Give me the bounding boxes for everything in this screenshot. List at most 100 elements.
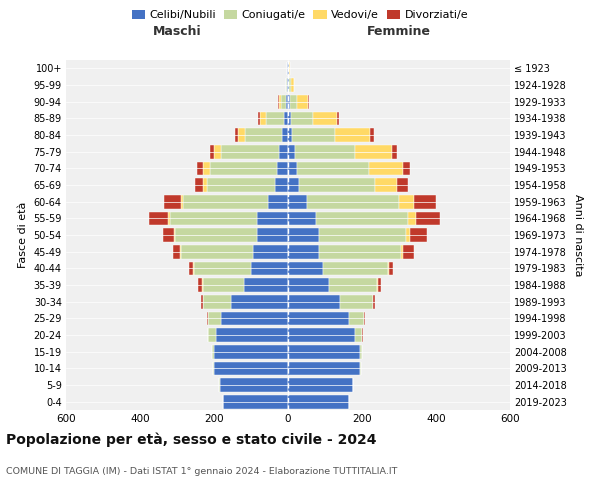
- Bar: [220, 378, 288, 392]
- Bar: [219, 378, 220, 392]
- Bar: [364, 312, 365, 325]
- Bar: [287, 62, 288, 75]
- Bar: [349, 312, 364, 325]
- Bar: [291, 78, 294, 92]
- Bar: [281, 95, 286, 108]
- Bar: [288, 312, 349, 325]
- Bar: [257, 212, 288, 225]
- Bar: [403, 162, 410, 175]
- Bar: [316, 212, 408, 225]
- Bar: [389, 262, 393, 275]
- Text: Popolazione per età, sesso e stato civile - 2024: Popolazione per età, sesso e stato civil…: [6, 432, 377, 447]
- Bar: [214, 145, 221, 158]
- Bar: [244, 278, 288, 292]
- Bar: [189, 262, 193, 275]
- Bar: [370, 128, 374, 142]
- Bar: [203, 295, 230, 308]
- Bar: [196, 178, 203, 192]
- Bar: [180, 245, 181, 258]
- Bar: [266, 112, 284, 125]
- Bar: [194, 262, 251, 275]
- Bar: [260, 112, 266, 125]
- Bar: [288, 262, 323, 275]
- Bar: [181, 195, 182, 208]
- Bar: [287, 78, 288, 92]
- Bar: [213, 362, 214, 375]
- Bar: [414, 195, 436, 208]
- Bar: [399, 195, 414, 208]
- Bar: [203, 178, 206, 192]
- Bar: [403, 245, 414, 258]
- Bar: [288, 162, 297, 175]
- Bar: [209, 145, 214, 158]
- Bar: [406, 228, 410, 242]
- Bar: [329, 278, 377, 292]
- Bar: [392, 145, 397, 158]
- Bar: [289, 78, 291, 92]
- Bar: [370, 162, 403, 175]
- Bar: [223, 395, 288, 408]
- Bar: [198, 278, 202, 292]
- Bar: [288, 178, 299, 192]
- Bar: [360, 345, 362, 358]
- Bar: [288, 195, 307, 208]
- Bar: [182, 195, 268, 208]
- Bar: [401, 245, 403, 258]
- Bar: [288, 62, 289, 75]
- Bar: [210, 162, 277, 175]
- Bar: [259, 112, 260, 125]
- Bar: [193, 262, 194, 275]
- Bar: [288, 395, 349, 408]
- Text: COMUNE DI TAGGIA (IM) - Dati ISTAT 1° gennaio 2024 - Elaborazione TUTTITALIA.IT: COMUNE DI TAGGIA (IM) - Dati ISTAT 1° ge…: [6, 468, 397, 476]
- Bar: [175, 228, 257, 242]
- Bar: [208, 328, 216, 342]
- Bar: [297, 162, 370, 175]
- Bar: [251, 262, 288, 275]
- Bar: [245, 128, 283, 142]
- Bar: [291, 112, 313, 125]
- Bar: [230, 295, 288, 308]
- Bar: [297, 95, 308, 108]
- Bar: [221, 312, 288, 325]
- Bar: [257, 228, 288, 242]
- Bar: [288, 245, 319, 258]
- Bar: [319, 228, 406, 242]
- Bar: [295, 145, 355, 158]
- Bar: [214, 362, 288, 375]
- Bar: [284, 112, 288, 125]
- Text: Maschi: Maschi: [152, 24, 202, 38]
- Bar: [279, 95, 281, 108]
- Bar: [288, 212, 316, 225]
- Bar: [202, 278, 203, 292]
- Bar: [288, 378, 353, 392]
- Bar: [268, 195, 288, 208]
- Bar: [216, 328, 288, 342]
- Bar: [377, 278, 381, 292]
- Bar: [288, 95, 290, 108]
- Bar: [288, 278, 329, 292]
- Bar: [197, 162, 203, 175]
- Y-axis label: Anni di nascita: Anni di nascita: [572, 194, 583, 276]
- Bar: [235, 128, 238, 142]
- Bar: [375, 178, 397, 192]
- Bar: [277, 162, 288, 175]
- Bar: [340, 295, 373, 308]
- Bar: [308, 95, 309, 108]
- Bar: [238, 128, 245, 142]
- Legend: Celibi/Nubili, Coniugati/e, Vedovi/e, Divorziati/e: Celibi/Nubili, Coniugati/e, Vedovi/e, Di…: [127, 6, 473, 25]
- Bar: [397, 178, 408, 192]
- Bar: [283, 128, 288, 142]
- Bar: [319, 245, 401, 258]
- Bar: [288, 295, 340, 308]
- Bar: [408, 212, 416, 225]
- Bar: [275, 178, 288, 192]
- Bar: [288, 112, 291, 125]
- Bar: [203, 278, 244, 292]
- Text: Femmine: Femmine: [367, 24, 431, 38]
- Bar: [212, 345, 214, 358]
- Bar: [299, 178, 375, 192]
- Bar: [288, 128, 292, 142]
- Bar: [221, 145, 279, 158]
- Bar: [360, 362, 361, 375]
- Bar: [286, 78, 287, 92]
